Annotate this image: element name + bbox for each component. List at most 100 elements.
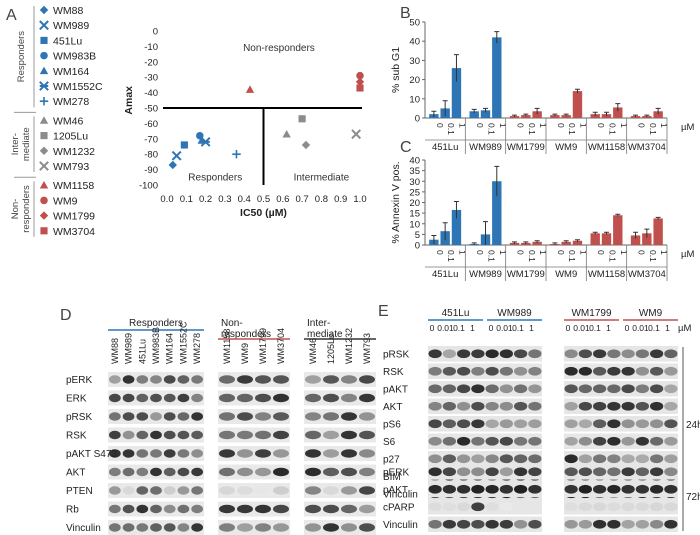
band <box>471 366 485 376</box>
dose-label: 0.1 <box>487 250 497 262</box>
error-bar-451Lu-1 <box>453 54 459 82</box>
dose-label: 0 <box>637 250 647 255</box>
dose-label: 0.1 <box>608 123 618 135</box>
band <box>428 419 442 429</box>
x-axis-label: IC50 (µM) <box>240 207 287 219</box>
legend-group-label-part: Inter- <box>10 133 21 155</box>
y-tick-label: 20 <box>409 198 420 209</box>
legend-WM793-marker <box>39 161 49 171</box>
band <box>664 519 678 529</box>
band <box>528 467 542 477</box>
band <box>163 504 176 514</box>
blot-strip <box>428 481 542 497</box>
blot-strip <box>304 409 376 424</box>
y-tick-label: 10 <box>409 219 420 230</box>
band <box>273 523 289 532</box>
dose-label: 0.1 <box>527 123 537 135</box>
band <box>499 419 513 429</box>
band <box>359 486 375 495</box>
band <box>499 401 513 411</box>
band <box>514 484 528 494</box>
blot-strip <box>564 363 678 379</box>
band <box>578 519 592 529</box>
band <box>219 523 235 532</box>
point-451Lu-marker <box>180 141 188 149</box>
dose-label: 0 <box>435 123 445 128</box>
x-tick-label: 0.9 <box>334 194 347 205</box>
band <box>136 504 149 514</box>
legend-WM3704-marker <box>40 227 48 235</box>
band <box>163 486 176 495</box>
band <box>607 519 621 529</box>
legend-group-label: Non-responders <box>10 185 32 233</box>
band <box>219 449 235 458</box>
legend-label: WM9 <box>53 195 78 207</box>
band <box>457 349 471 359</box>
band <box>471 401 485 411</box>
dose-label: 0 <box>556 250 566 255</box>
dose-label: 0.1 <box>446 250 456 262</box>
band <box>457 519 471 529</box>
legend-451Lu-marker <box>40 36 48 44</box>
band <box>485 467 499 477</box>
band <box>635 436 649 446</box>
blot-strip <box>428 363 542 379</box>
band <box>564 366 578 376</box>
error-bar-WM9-1 <box>574 239 580 242</box>
band <box>428 467 442 477</box>
lane-label: WM88 <box>110 338 120 364</box>
band <box>442 349 456 359</box>
band <box>150 430 162 440</box>
band <box>485 484 499 494</box>
y-tick-label: 10 <box>409 94 420 105</box>
dose-label: 1 <box>659 250 669 255</box>
band <box>109 393 121 403</box>
band <box>273 504 289 514</box>
band <box>471 484 485 494</box>
error-bar-WM9-0 <box>552 242 558 245</box>
dose-label: 1 <box>578 123 588 128</box>
lane-label: WM1232 <box>344 328 354 364</box>
lane-label: WM3704 <box>276 328 286 364</box>
band <box>442 454 456 464</box>
bar-WM989-1 <box>492 181 502 245</box>
blot-strip <box>304 390 376 406</box>
band <box>177 393 190 403</box>
error-bar-WM3704-0 <box>633 231 639 239</box>
error-bar-WM3704-0.1 <box>644 228 650 238</box>
error-bar-WM989-0 <box>471 108 477 114</box>
band <box>136 430 149 440</box>
error-bar-WM1799-0 <box>512 241 518 244</box>
dose-label: 0 <box>637 123 647 128</box>
band <box>428 519 442 529</box>
band <box>607 454 621 464</box>
dose-label: 0 <box>596 123 606 128</box>
cell-line-label: WM3704 <box>628 269 666 280</box>
band <box>664 384 678 394</box>
band <box>305 523 321 532</box>
blot-strip <box>564 416 678 432</box>
blot-strip <box>564 481 678 497</box>
band <box>593 484 607 494</box>
band <box>191 412 203 421</box>
x-tick-label: 0.7 <box>295 194 308 205</box>
band <box>578 349 592 359</box>
band <box>485 502 499 512</box>
point-WM1232-marker <box>301 140 311 150</box>
dose-label: 1 <box>606 323 611 333</box>
y-tick-label: 40 <box>409 156 420 167</box>
band <box>485 366 499 376</box>
band <box>341 449 357 458</box>
y-tick-label: -40 <box>144 88 158 99</box>
y-tick-label: 35 <box>409 166 420 177</box>
band <box>564 467 578 477</box>
band <box>650 366 664 376</box>
annotation-non-responders: Non-responders <box>243 43 315 54</box>
panel-label-a: A <box>6 7 17 24</box>
legend-group-label-part: responders <box>21 185 32 233</box>
row-label: pERK <box>66 375 92 386</box>
band <box>621 436 635 446</box>
band <box>163 393 176 403</box>
lane-label: WM1158 <box>222 329 232 364</box>
